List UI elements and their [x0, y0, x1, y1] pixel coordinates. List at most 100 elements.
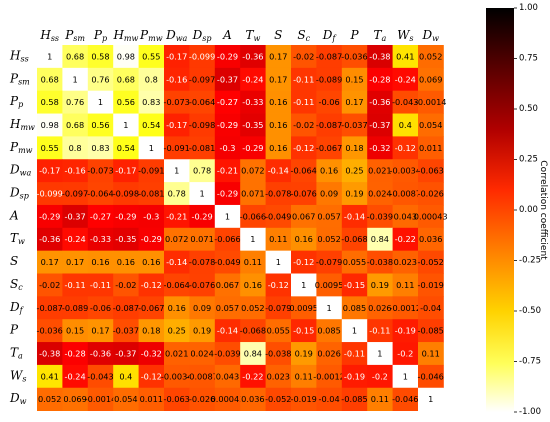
heatmap-cell: [418, 90, 444, 114]
cell-value-label: 0.043: [216, 371, 239, 381]
colorbar-tick-label: 0.75: [519, 54, 538, 64]
cell-value-label: -0.052: [265, 394, 291, 404]
cell-value-label: 0.98: [41, 120, 59, 130]
cell-value-label: -0.064: [87, 189, 113, 199]
cell-value-label: -0.29: [217, 120, 238, 130]
cell-value-label: 0.026: [317, 348, 340, 358]
column-label: Hss: [39, 28, 59, 43]
heatmap-cell: [291, 342, 317, 366]
cell-value-label: 0.085: [343, 303, 366, 313]
cell-value-label: 0.054: [114, 394, 137, 404]
heatmap-cell: [37, 227, 63, 252]
heatmap-cell: [341, 364, 368, 389]
heatmap-cell: [138, 136, 165, 160]
cell-value-label: -0.087: [36, 303, 62, 313]
heatmap-cell: [214, 319, 241, 343]
row-label: Sc: [10, 277, 23, 292]
heatmap-cell: [138, 296, 165, 320]
cell-value-label: -0.2: [372, 371, 388, 381]
colorbar-tick-label: -1.00: [519, 407, 541, 417]
cell-value-label: 1: [301, 280, 306, 290]
cell-value-label: -0.14: [268, 166, 289, 176]
heatmap-cell: [367, 273, 393, 297]
cell-value-label: 0.055: [267, 326, 290, 336]
cell-value-label: -0.36: [90, 348, 111, 358]
heatmap-cell: [341, 319, 368, 343]
cell-value-label: 0.41: [396, 51, 414, 61]
cell-value-label: 0.0095: [315, 280, 344, 290]
heatmap-cell: [291, 364, 317, 389]
cell-value-label: 0.68: [41, 74, 59, 84]
heatmap-cell: [214, 387, 241, 411]
cell-value-label: 0.56: [91, 120, 109, 130]
heatmap-cell: [62, 90, 89, 114]
cell-value-label: -0.27: [217, 97, 238, 107]
cell-value-label: -0.12: [293, 143, 314, 153]
cell-value-label: -0.064: [163, 280, 189, 290]
cell-value-label: -0.091: [163, 143, 189, 153]
heatmap-cell: [113, 113, 139, 137]
cell-value-label: -0.063: [163, 394, 189, 404]
cell-value-label: -0.33: [90, 234, 111, 244]
heatmap-cell: [240, 113, 266, 137]
cell-value-label: 0.16: [269, 143, 287, 153]
cell-value-label: 0.057: [317, 211, 340, 221]
heatmap-cell: [214, 45, 241, 69]
cell-value-label: 0.11: [295, 371, 313, 381]
cell-value-label: -0.063: [417, 166, 443, 176]
cell-value-label: 0.072: [241, 166, 264, 176]
cell-value-label: 0.98: [117, 51, 135, 61]
heatmap-cell: [113, 67, 139, 92]
cell-value-label: -0.06: [90, 303, 111, 313]
heatmap-cell: [367, 342, 393, 366]
heatmap-cell: [214, 250, 241, 274]
heatmap-cell: [164, 387, 190, 411]
colorbar-tick-label: -0.50: [519, 306, 541, 316]
cell-value-label: 0.17: [269, 51, 287, 61]
heatmap-cell: [367, 113, 393, 137]
heatmap-cell: [341, 273, 368, 297]
heatmap-cell: [164, 364, 190, 389]
cell-value-label: 0.036: [419, 234, 442, 244]
heatmap-cell: [138, 227, 165, 252]
cell-value-label: 0.68: [66, 120, 84, 130]
cell-value-label: -0.049: [214, 257, 240, 267]
cell-value-label: -0.29: [141, 234, 162, 244]
cell-value-label: -0.37: [65, 211, 86, 221]
cell-value-label: -0.087: [316, 120, 342, 130]
heatmap-cell: [37, 296, 63, 320]
cell-value-label: -0.073: [163, 97, 189, 107]
cell-value-label: -0.089: [316, 74, 342, 84]
cell-value-label: -0.11: [293, 74, 314, 84]
heatmap-cell: [291, 227, 317, 252]
cell-value-label: -0.085: [417, 326, 443, 336]
heatmap-cell: [291, 387, 317, 411]
cell-value-label: 0.067: [292, 211, 315, 221]
column-label: Tw: [245, 28, 260, 43]
row-label: Dsp: [9, 186, 29, 201]
cell-value-label: 0.4: [399, 120, 412, 130]
cell-value-label: 0.18: [345, 143, 363, 153]
cell-value-label: 0.00043: [211, 394, 245, 404]
heatmap-cell: [214, 136, 241, 160]
heatmap-cell: [164, 182, 190, 206]
heatmap-cell: [62, 227, 89, 252]
cell-value-label: 1: [326, 303, 331, 313]
cell-value-label: -0.28: [65, 348, 86, 358]
heatmap-cell: [214, 296, 241, 320]
cell-value-label: -0.097: [189, 74, 215, 84]
cell-value-label: -0.04: [420, 303, 441, 313]
cell-value-label: -0.081: [138, 189, 164, 199]
heatmap-cell: [316, 364, 343, 389]
heatmap-cell: [316, 273, 343, 297]
cell-value-label: 0.55: [41, 143, 59, 153]
heatmap-cell: [62, 387, 89, 411]
cell-value-label: -0.11: [293, 97, 314, 107]
heatmap-cell: [113, 387, 139, 411]
cell-value-label: -0.0034: [161, 371, 193, 381]
heatmap-cell: [265, 67, 292, 92]
heatmap-cell: [240, 182, 266, 206]
cell-value-label: 1: [276, 257, 281, 267]
heatmap-cell: [291, 136, 317, 160]
heatmap-cell: [367, 136, 393, 160]
